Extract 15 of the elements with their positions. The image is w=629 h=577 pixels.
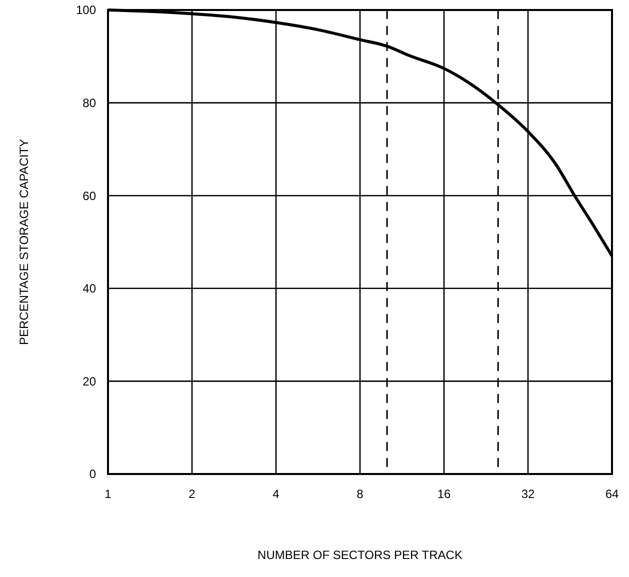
x-tick-label: 4 bbox=[272, 487, 280, 501]
y-tick-label: 60 bbox=[82, 188, 96, 203]
x-axis-title: NUMBER OF SECTORS PER TRACK bbox=[258, 548, 462, 562]
x-tick-label: 64 bbox=[605, 487, 619, 501]
x-tick-label: 16 bbox=[437, 487, 451, 501]
y-tick-label: 80 bbox=[82, 96, 96, 110]
x-tick-label: 1 bbox=[104, 487, 112, 501]
x-tick-label: 2 bbox=[188, 487, 196, 501]
x-tick-label: 8 bbox=[356, 487, 364, 501]
y-axis-title: PERCENTAGE STORAGE CAPACITY bbox=[17, 138, 31, 346]
x-tick-label: 32 bbox=[521, 487, 535, 501]
y-tick-label: 20 bbox=[82, 374, 96, 388]
y-tick-label: 100 bbox=[76, 3, 96, 18]
y-tick-label: 0 bbox=[89, 467, 96, 482]
y-tick-label: 40 bbox=[82, 282, 96, 296]
